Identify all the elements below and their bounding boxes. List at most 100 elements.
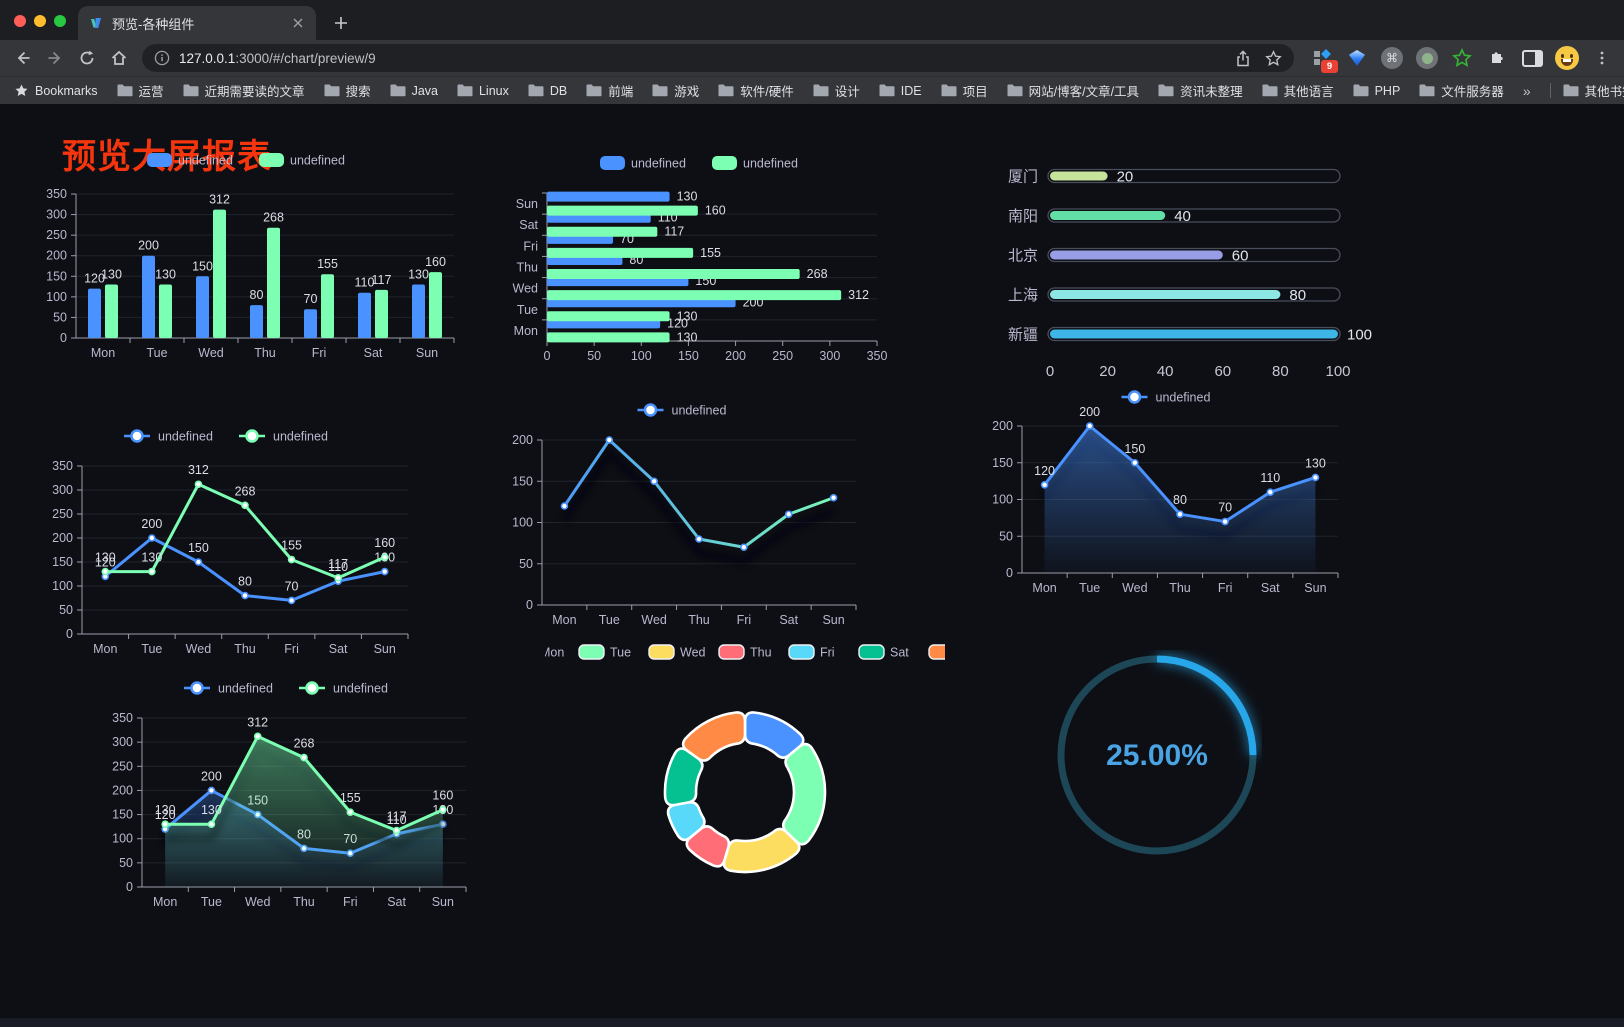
extension-green-star-icon[interactable] — [1450, 46, 1474, 70]
svg-text:150: 150 — [46, 269, 67, 283]
window-close-button[interactable] — [14, 15, 26, 27]
svg-text:Wed: Wed — [245, 895, 271, 909]
svg-text:80: 80 — [250, 288, 264, 302]
svg-text:117: 117 — [664, 225, 684, 239]
dual-line-chart[interactable]: undefined undefined 0 50 100 150 200 250 300 350 M… — [38, 422, 422, 664]
svg-text:150: 150 — [52, 555, 73, 569]
svg-text:Thu: Thu — [293, 895, 315, 909]
svg-text:Tue: Tue — [201, 895, 222, 909]
bookmark-star-icon[interactable] — [1265, 49, 1282, 67]
svg-text:312: 312 — [188, 463, 209, 477]
svg-text:70: 70 — [1218, 501, 1232, 515]
extension-tampermonkey-icon[interactable]: 9 — [1310, 46, 1338, 73]
sidebar-toggle-icon[interactable] — [1520, 46, 1544, 70]
svg-text:0: 0 — [60, 331, 67, 345]
forward-icon[interactable] — [42, 45, 68, 71]
bookmark-folder[interactable]: 游戏 — [652, 81, 699, 100]
folder-icon — [1353, 84, 1369, 97]
svg-text:Wed: Wed — [198, 346, 224, 360]
svg-text:50: 50 — [999, 529, 1013, 543]
svg-text:40: 40 — [1157, 363, 1174, 380]
bookmarks-manager-item[interactable]: Bookmarks — [14, 83, 98, 98]
bookmark-folder[interactable]: 项目 — [941, 81, 988, 100]
extensions-puzzle-icon[interactable] — [1485, 46, 1509, 70]
browser-toolbar: 127.0.0.1:3000/#/chart/preview/9 9 — [0, 40, 1624, 76]
share-icon[interactable] — [1235, 49, 1251, 67]
gradient-line-chart[interactable]: undefined 0 50 100 150 200 Mon Tue Wed Thu Fri Sat S… — [500, 394, 872, 626]
bookmark-folder[interactable]: IDE — [879, 81, 922, 100]
svg-text:Sun: Sun — [822, 613, 844, 626]
bookmark-folder[interactable]: 软件/硬件 — [718, 81, 794, 100]
extension-record-icon[interactable] — [1415, 46, 1439, 70]
new-tab-button[interactable] — [330, 12, 352, 34]
svg-text:130: 130 — [141, 551, 162, 565]
bookmark-folder[interactable]: Linux — [457, 81, 509, 100]
page-footer-strip — [0, 1018, 1624, 1027]
bookmark-folder[interactable]: 搜索 — [324, 81, 371, 100]
address-bar[interactable]: 127.0.0.1:3000/#/chart/preview/9 — [142, 44, 1294, 72]
svg-text:Tue: Tue — [146, 346, 167, 360]
svg-text:新疆: 新疆 — [1008, 327, 1038, 344]
bookmark-folder[interactable]: 前端 — [586, 81, 633, 100]
browser-menu-kebab-icon[interactable] — [1590, 46, 1614, 70]
svg-text:117: 117 — [372, 273, 392, 287]
bookmark-folder[interactable]: 文件服务器 — [1419, 81, 1504, 100]
site-info-icon[interactable] — [154, 50, 170, 66]
bookmark-folder[interactable]: 运营 — [117, 81, 164, 100]
folder-icon — [390, 84, 406, 97]
svg-text:undefined: undefined — [178, 154, 233, 168]
bookmarks-separator — [1549, 83, 1551, 98]
svg-text:100: 100 — [52, 579, 73, 593]
horizontal-bar-chart[interactable]: undefined undefined 0 50 100 150 200 250 300 350 M… — [503, 149, 903, 371]
svg-text:100: 100 — [512, 516, 533, 530]
extension-badge: 9 — [1321, 60, 1338, 73]
bookmark-folder[interactable]: PHP — [1353, 81, 1400, 100]
reload-icon[interactable] — [74, 45, 100, 71]
home-icon[interactable] — [106, 45, 132, 71]
city-progress-chart[interactable]: 厦门 20 南阳 40 北京 60 上海 80 新疆 100 0 20 40 60 80 100 — [988, 156, 1372, 388]
area-line-chart[interactable]: undefined 0 50 100 150 200 Mon Tue Wed Thu Fri Sat S… — [982, 382, 1358, 604]
bookmark-folder[interactable]: DB — [528, 81, 567, 100]
bookmark-folder[interactable]: 资讯未整理 — [1158, 81, 1243, 100]
bookmark-folder[interactable]: 近期需要读的文章 — [183, 81, 305, 100]
tab-close-icon[interactable] — [290, 15, 306, 31]
svg-text:0: 0 — [1006, 566, 1013, 580]
svg-text:250: 250 — [46, 228, 67, 242]
folder-icon — [586, 84, 602, 97]
window-zoom-button[interactable] — [54, 15, 66, 27]
svg-text:undefined: undefined — [743, 157, 798, 171]
grouped-bar-chart[interactable]: undefined undefined 0 50 100 150 200 250 300 350 M… — [38, 146, 462, 370]
bookmarks-label: Bookmarks — [35, 83, 98, 98]
bookmarks-overflow-chevron[interactable]: » — [1522, 82, 1531, 99]
svg-text:117: 117 — [387, 810, 407, 824]
extension-gem-icon[interactable] — [1345, 46, 1369, 70]
svg-text:50: 50 — [519, 557, 533, 571]
dual-area-line-chart[interactable]: undefined undefined 0 50 100 150 200 250 300 350 M… — [98, 670, 482, 918]
svg-text:350: 350 — [112, 711, 133, 725]
bookmark-folder[interactable]: 设计 — [813, 81, 860, 100]
tab-title: 预览-各种组件 — [112, 16, 195, 32]
folder-icon — [1262, 84, 1278, 97]
svg-text:Fri: Fri — [343, 895, 358, 909]
svg-text:312: 312 — [209, 193, 230, 207]
svg-text:350: 350 — [52, 459, 73, 473]
window-minimize-button[interactable] — [34, 15, 46, 27]
progress-ring-chart[interactable]: 25.00% — [1052, 650, 1262, 860]
profile-avatar[interactable] — [1555, 46, 1579, 70]
browser-tab[interactable]: 预览-各种组件 — [78, 6, 316, 40]
bookmark-folder[interactable]: 网站/博客/文章/工具 — [1007, 81, 1139, 100]
svg-text:undefined: undefined — [290, 154, 345, 168]
extension-command-icon[interactable]: ⌘ — [1380, 46, 1404, 70]
back-icon[interactable] — [10, 45, 36, 71]
svg-text:250: 250 — [52, 507, 73, 521]
bookmark-folder[interactable]: 其他语言 — [1262, 81, 1334, 100]
folder-icon — [183, 84, 199, 97]
bookmark-folder[interactable]: Java — [390, 81, 438, 100]
folder-icon — [324, 84, 340, 97]
svg-text:268: 268 — [263, 211, 284, 225]
svg-text:120: 120 — [95, 555, 116, 569]
svg-text:Sun: Sun — [516, 197, 538, 211]
other-bookmarks-folder[interactable]: 其他书签 — [1563, 81, 1624, 100]
